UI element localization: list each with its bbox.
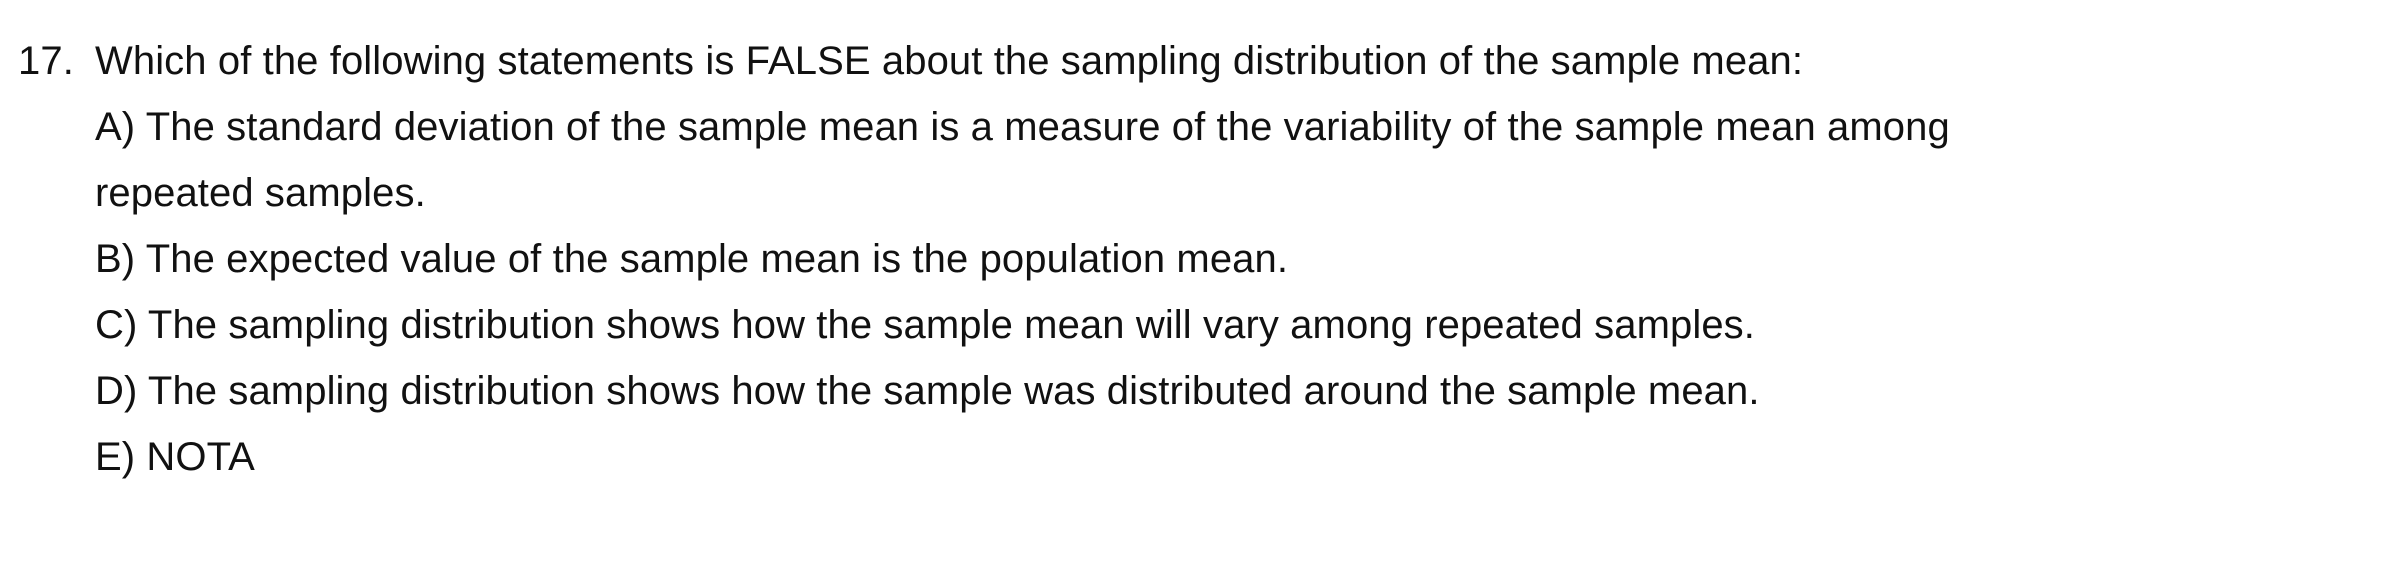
option-d: D) The sampling distribution shows how t… bbox=[95, 358, 2175, 424]
option-letter: C) bbox=[95, 303, 138, 347]
option-c: C) The sampling distribution shows how t… bbox=[95, 292, 2175, 358]
option-text: NOTA bbox=[146, 435, 255, 479]
option-letter: E) bbox=[95, 435, 136, 479]
option-letter: D) bbox=[95, 369, 138, 413]
question-number: 17. bbox=[18, 39, 74, 83]
answer-options: A) The standard deviation of the sample … bbox=[18, 94, 2368, 490]
option-b: B) The expected value of the sample mean… bbox=[95, 226, 2175, 292]
question-text: Which of the following statements is FAL… bbox=[95, 39, 1804, 83]
option-text: The standard deviation of the sample mea… bbox=[95, 105, 1950, 215]
option-e: E) NOTA bbox=[95, 424, 2175, 490]
option-a: A) The standard deviation of the sample … bbox=[95, 94, 2095, 226]
question-stem: 17. Which of the following statements is… bbox=[18, 28, 2368, 94]
option-text: The sampling distribution shows how the … bbox=[147, 369, 1760, 413]
question-block: 17. Which of the following statements is… bbox=[18, 28, 2368, 490]
option-letter: B) bbox=[95, 237, 136, 281]
option-text: The sampling distribution shows how the … bbox=[147, 303, 1755, 347]
option-text: The expected value of the sample mean is… bbox=[145, 237, 1289, 281]
option-letter: A) bbox=[95, 105, 136, 149]
